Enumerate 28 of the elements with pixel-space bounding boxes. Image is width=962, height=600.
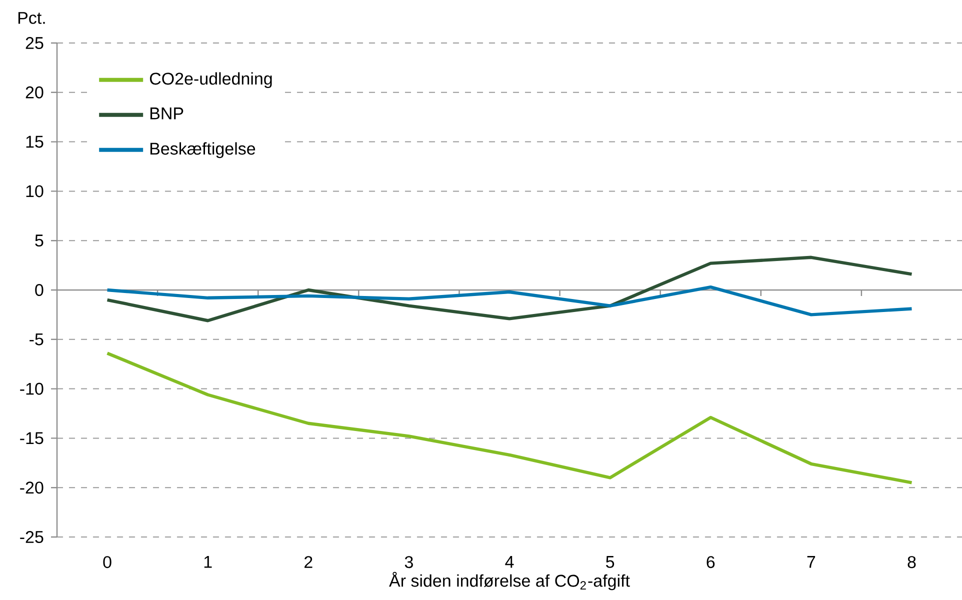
y-tick-label: -20 (20, 482, 44, 494)
x-axis-title: År siden indførelse af CO$_{2}$-afgift (389, 572, 630, 590)
y-tick-label: 10 (26, 185, 44, 198)
x-tick-label: 2 (304, 556, 312, 568)
y-tick-label: -25 (20, 530, 44, 544)
line-series (106, 352, 914, 484)
y-tick-label: 20 (26, 86, 44, 98)
x-tick-label: 5 (606, 556, 614, 568)
y-axis-title: Pct. (18, 12, 45, 24)
x-tick-label: 8 (908, 556, 916, 568)
y-tick-label: -15 (20, 432, 44, 444)
y-tick-label: -10 (20, 382, 44, 395)
line-series (106, 256, 914, 322)
y-tick-label: 0 (35, 284, 44, 296)
legend-label: Beskæftigelse (150, 142, 256, 158)
y-tick-label: -5 (30, 333, 44, 346)
y-tick-label: 15 (26, 136, 44, 148)
x-tick-label: 7 (807, 556, 816, 568)
x-tick-label: 6 (706, 556, 715, 568)
y-tick-label: 25 (26, 37, 44, 50)
x-tick-label: 1 (204, 556, 212, 568)
legend-label: BNP (150, 108, 184, 120)
x-tick-label: 3 (404, 556, 413, 568)
y-tick-label: 5 (35, 234, 44, 247)
x-tick-label: 0 (103, 556, 112, 568)
x-tick-label: 4 (505, 556, 514, 568)
line-series (106, 285, 914, 316)
legend-label: CO2e-udledning (150, 72, 272, 88)
